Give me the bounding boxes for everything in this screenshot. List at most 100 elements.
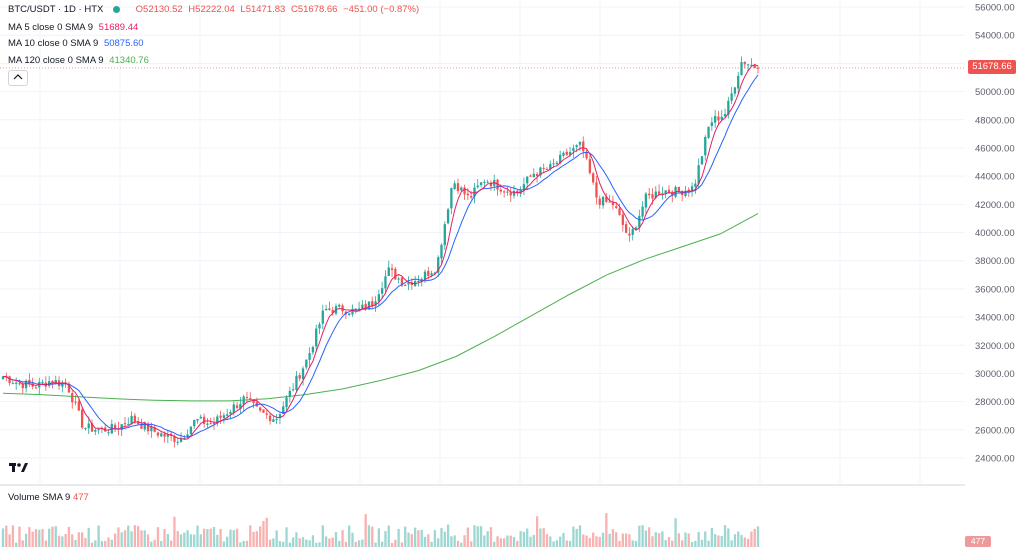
candle [156,431,160,438]
candle [67,381,71,393]
volume-bar [756,526,760,547]
candle-body [588,159,592,174]
candle-body [539,167,542,176]
tradingview-logo-icon[interactable] [8,458,30,476]
volume-bar [206,529,209,547]
candle-body [265,413,268,415]
candle [588,152,592,175]
candle [288,386,291,403]
volume-bar [308,540,311,547]
candle [308,347,311,367]
volume-bar [671,540,674,547]
candle-body [74,401,77,403]
y-tick-label: 44000.00 [975,172,1015,183]
ma10-legend[interactable]: MA 10 close 0 SMA 9 50875.60 [8,38,147,50]
candle [446,207,450,225]
candle [202,413,206,428]
candle [489,180,493,191]
volume-bar [146,534,150,547]
volume-bar [631,540,634,547]
volume-bar [595,536,598,547]
ma5-legend[interactable]: MA 5 close 0 SMA 9 51689.44 [8,22,141,34]
candle [572,144,575,158]
volume-bar [150,541,153,547]
candle-body [397,278,400,280]
candle [529,174,532,178]
volume-value: 477 [72,492,89,503]
candle-body [733,87,737,94]
volume-bar [493,541,496,547]
volume-bar [143,530,146,547]
volume-bar [61,536,64,547]
candle-body [598,198,601,205]
collapse-legend-button[interactable] [8,70,28,86]
candle-body [318,324,321,329]
volume-bar [578,525,582,547]
candle-body [628,233,631,236]
volume-bar [54,526,57,547]
volume-bar [559,536,562,547]
candle-body [193,420,196,427]
volume-bar [664,540,667,547]
candle [123,417,127,430]
candle-body [288,390,291,397]
volume-bar [582,534,585,547]
candle [298,372,301,382]
volume-bar [57,535,61,547]
y-tick-label: 32000.00 [975,341,1015,352]
candle-body [746,64,750,66]
volume-bar [183,532,186,547]
candle [756,65,760,74]
candle-body [113,424,117,429]
volume-bar [87,527,90,547]
candle-body [291,389,295,391]
candle [624,221,628,234]
candle-body [522,184,526,190]
candle [137,416,140,426]
candle-body [634,227,638,230]
ma120-legend[interactable]: MA 120 close 0 SMA 9 41340.76 [8,55,152,67]
candle-body [407,281,410,285]
candle [127,417,130,425]
y-tick-label: 54000.00 [975,31,1015,42]
candle [315,324,318,353]
candle-body [529,175,532,177]
volume-bar [420,529,423,547]
candle-body [367,301,371,310]
volume-bar [110,539,113,547]
candle-body [308,353,311,360]
candle-body [456,183,460,192]
volume-bar [367,525,371,547]
volume-bar [11,525,15,547]
candle [291,382,295,392]
candle-body [585,151,588,159]
volume-bar [64,533,67,547]
volume-bar [535,516,539,547]
candle-body [466,193,470,196]
price-axis-bg[interactable] [965,0,1024,547]
candle-body [354,308,357,310]
candle [720,110,723,121]
chevron-up-icon [13,74,23,80]
volume-bar [239,542,242,547]
symbol-label[interactable]: BTC/USDT · 1D · HTX [8,4,104,15]
volume-bar [466,527,470,547]
candle [34,385,38,389]
volume-bar [519,531,522,547]
candle [90,419,94,432]
volume-bar [727,528,730,547]
volume-bar [67,526,71,547]
volume-bar [532,534,535,547]
volume-legend[interactable]: Volume SMA 9 477 [8,492,89,503]
candle [486,179,489,183]
ma120-line [2,213,759,402]
candle-body [549,164,552,170]
volume-bar [654,532,657,547]
volume-bar [169,540,173,547]
volume-bars [1,513,760,547]
candle-body [664,190,667,195]
candle-body [624,224,628,233]
volume-bar [473,525,476,547]
volume-bar [226,536,229,547]
